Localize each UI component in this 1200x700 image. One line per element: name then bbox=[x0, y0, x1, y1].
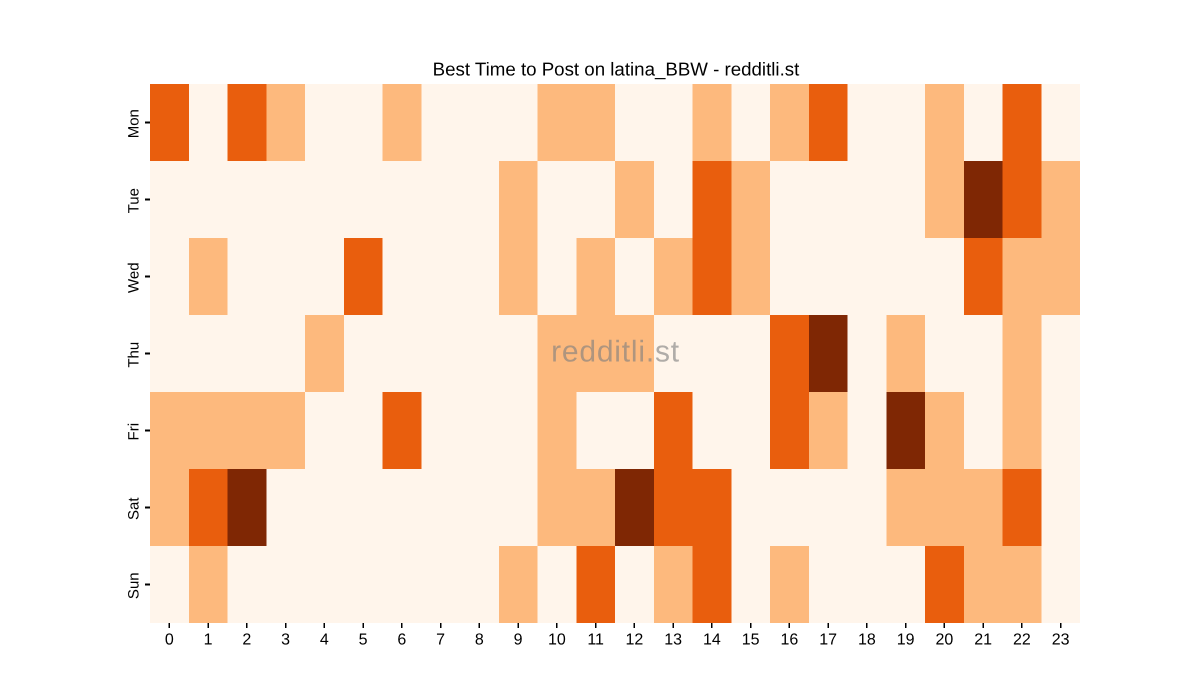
svg-text:2: 2 bbox=[242, 632, 251, 649]
svg-text:20: 20 bbox=[935, 632, 953, 649]
svg-text:18: 18 bbox=[858, 632, 876, 649]
svg-text:9: 9 bbox=[514, 632, 523, 649]
svg-text:7: 7 bbox=[436, 632, 445, 649]
svg-text:Mon: Mon bbox=[125, 109, 142, 138]
svg-text:13: 13 bbox=[664, 632, 682, 649]
svg-text:11: 11 bbox=[587, 632, 604, 649]
svg-text:1: 1 bbox=[204, 632, 213, 649]
svg-text:Wed: Wed bbox=[125, 262, 142, 293]
svg-text:21: 21 bbox=[974, 632, 992, 649]
svg-text:23: 23 bbox=[1052, 632, 1070, 649]
svg-text:15: 15 bbox=[742, 632, 760, 649]
svg-text:Sun: Sun bbox=[125, 572, 142, 599]
svg-text:4: 4 bbox=[320, 632, 329, 649]
svg-text:5: 5 bbox=[359, 632, 368, 649]
svg-text:10: 10 bbox=[548, 632, 566, 649]
svg-text:Fri: Fri bbox=[125, 423, 142, 441]
svg-text:Thu: Thu bbox=[125, 342, 142, 368]
svg-text:Best Time to Post on latina_BB: Best Time to Post on latina_BBW - reddit… bbox=[433, 59, 800, 80]
svg-text:19: 19 bbox=[897, 632, 915, 649]
svg-text:Tue: Tue bbox=[125, 188, 142, 213]
svg-text:3: 3 bbox=[281, 632, 290, 649]
svg-text:Sat: Sat bbox=[125, 497, 142, 520]
svg-text:16: 16 bbox=[780, 632, 798, 649]
svg-text:0: 0 bbox=[165, 632, 174, 649]
svg-text:17: 17 bbox=[819, 632, 837, 649]
svg-text:22: 22 bbox=[1013, 632, 1031, 649]
svg-text:14: 14 bbox=[703, 632, 721, 649]
svg-text:8: 8 bbox=[475, 632, 484, 649]
svg-text:redditli.st: redditli.st bbox=[551, 335, 680, 368]
svg-text:12: 12 bbox=[625, 632, 643, 649]
svg-text:6: 6 bbox=[397, 632, 406, 649]
